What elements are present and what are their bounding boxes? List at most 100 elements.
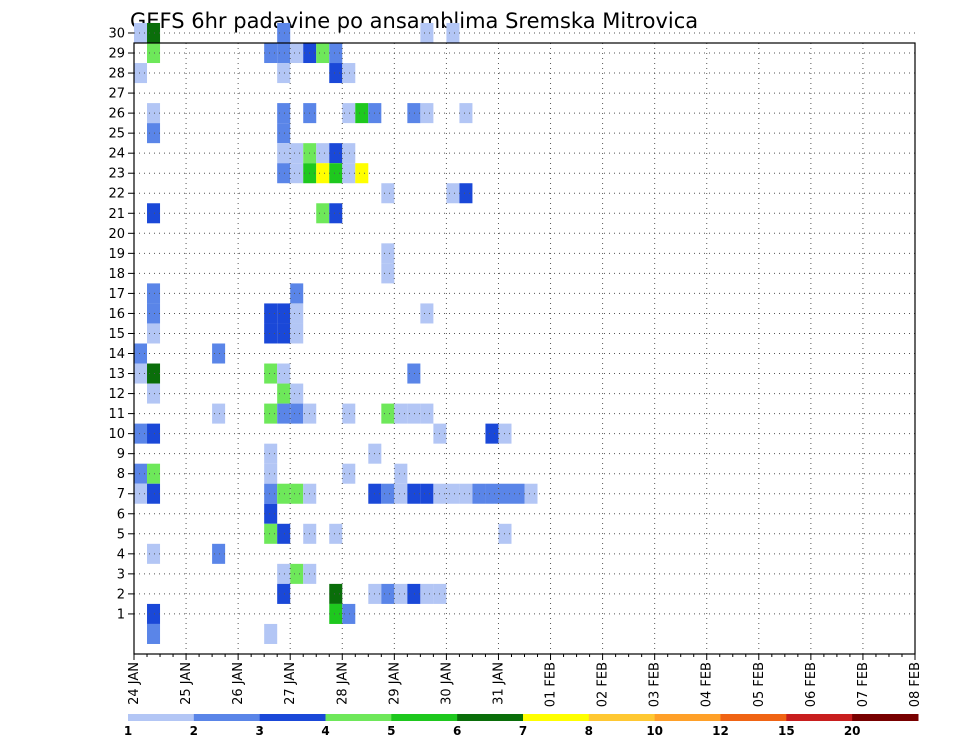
precip-cell bbox=[277, 103, 291, 124]
legend-label: 5 bbox=[387, 724, 395, 738]
y-tick-label: 10 bbox=[108, 427, 125, 442]
precip-cell bbox=[446, 483, 460, 504]
legend-swatch bbox=[786, 714, 853, 721]
precip-cell bbox=[134, 363, 148, 384]
precip-cell bbox=[420, 303, 434, 324]
precip-cell bbox=[290, 483, 304, 504]
precip-cell bbox=[316, 163, 330, 184]
precip-cell bbox=[147, 43, 161, 64]
y-tick-label: 25 bbox=[108, 127, 125, 142]
precip-cell bbox=[329, 603, 343, 624]
precip-cell bbox=[290, 383, 304, 404]
precip-cell bbox=[524, 483, 538, 504]
y-tick-label: 26 bbox=[108, 107, 125, 122]
x-tick-label: 28 JAN bbox=[335, 662, 350, 705]
precip-cell bbox=[134, 423, 148, 444]
legend-swatch bbox=[259, 714, 326, 721]
precip-cell bbox=[264, 43, 278, 64]
x-tick-label: 04 FEB bbox=[700, 662, 715, 707]
precip-cell bbox=[381, 483, 395, 504]
precip-cell bbox=[277, 383, 291, 404]
precip-cell bbox=[472, 483, 486, 504]
y-tick-label: 9 bbox=[117, 447, 125, 462]
precip-cell bbox=[329, 203, 343, 224]
precip-cell bbox=[147, 543, 161, 564]
precip-cell bbox=[329, 523, 343, 544]
y-tick-label: 7 bbox=[117, 487, 125, 502]
precip-cell bbox=[394, 463, 408, 484]
precip-cell bbox=[264, 303, 278, 324]
precip-cell bbox=[264, 363, 278, 384]
y-tick-label: 22 bbox=[108, 187, 125, 202]
precip-cell bbox=[329, 63, 343, 84]
precip-cell bbox=[264, 503, 278, 524]
precip-cell bbox=[147, 483, 161, 504]
x-tick-label: 07 FEB bbox=[856, 662, 871, 707]
precip-cell bbox=[147, 463, 161, 484]
y-tick-label: 8 bbox=[117, 467, 125, 482]
y-axis: 1234567891011121314151617181920212223242… bbox=[108, 26, 134, 622]
precip-cell bbox=[329, 163, 343, 184]
precip-cell bbox=[264, 483, 278, 504]
precip-cell bbox=[134, 483, 148, 504]
precip-cell bbox=[342, 163, 356, 184]
y-tick-label: 12 bbox=[108, 387, 125, 402]
x-tick-label: 30 JAN bbox=[439, 662, 454, 705]
precip-cell bbox=[446, 183, 460, 204]
precip-cell bbox=[212, 403, 226, 424]
legend-swatch bbox=[457, 714, 524, 721]
legend-label: 1 bbox=[124, 724, 132, 738]
legend-label: 15 bbox=[778, 724, 795, 738]
precip-cell bbox=[381, 263, 395, 284]
legend-label: 12 bbox=[712, 724, 729, 738]
precip-cell bbox=[329, 43, 343, 64]
y-tick-label: 17 bbox=[108, 287, 125, 302]
precip-cell bbox=[147, 623, 161, 644]
legend-swatch bbox=[654, 714, 721, 721]
precip-cell bbox=[290, 563, 304, 584]
precip-cell bbox=[342, 143, 356, 164]
precip-cell bbox=[329, 143, 343, 164]
precip-cell bbox=[212, 343, 226, 364]
y-tick-label: 2 bbox=[117, 587, 125, 602]
y-tick-label: 21 bbox=[108, 207, 125, 222]
x-tick-label: 26 JAN bbox=[231, 662, 246, 705]
legend-label: 10 bbox=[646, 724, 663, 738]
legend-swatch bbox=[852, 714, 919, 721]
precip-cell bbox=[147, 383, 161, 404]
precip-cell bbox=[277, 43, 291, 64]
precip-cell bbox=[277, 403, 291, 424]
precip-cell bbox=[134, 63, 148, 84]
precip-cell bbox=[277, 483, 291, 504]
x-tick-label: 27 JAN bbox=[283, 662, 298, 705]
precip-cell bbox=[407, 483, 421, 504]
precip-cell bbox=[485, 423, 499, 444]
precip-cell bbox=[290, 283, 304, 304]
precip-cell bbox=[342, 463, 356, 484]
precip-cell bbox=[290, 323, 304, 344]
precip-cell bbox=[342, 63, 356, 84]
chart-title: GEFS 6hr padavine po ansamblima Sremska … bbox=[130, 9, 698, 33]
precip-cell bbox=[342, 403, 356, 424]
precip-cell bbox=[381, 183, 395, 204]
precip-cell bbox=[147, 603, 161, 624]
precip-cell bbox=[134, 343, 148, 364]
y-tick-label: 4 bbox=[117, 547, 125, 562]
precip-cell bbox=[407, 103, 421, 124]
precip-cell bbox=[511, 483, 525, 504]
legend-label: 4 bbox=[321, 724, 329, 738]
precip-cell bbox=[446, 22, 460, 43]
y-tick-label: 18 bbox=[108, 267, 125, 282]
precip-cell bbox=[290, 403, 304, 424]
y-tick-label: 27 bbox=[108, 87, 125, 102]
precip-cell bbox=[355, 163, 369, 184]
precip-cell bbox=[264, 623, 278, 644]
precip-cell bbox=[134, 22, 148, 43]
legend-label: 20 bbox=[844, 724, 861, 738]
legend-label: 2 bbox=[190, 724, 198, 738]
precip-cell bbox=[277, 583, 291, 604]
precip-cell bbox=[355, 103, 369, 124]
precip-cell bbox=[459, 103, 473, 124]
precip-cell bbox=[407, 583, 421, 604]
